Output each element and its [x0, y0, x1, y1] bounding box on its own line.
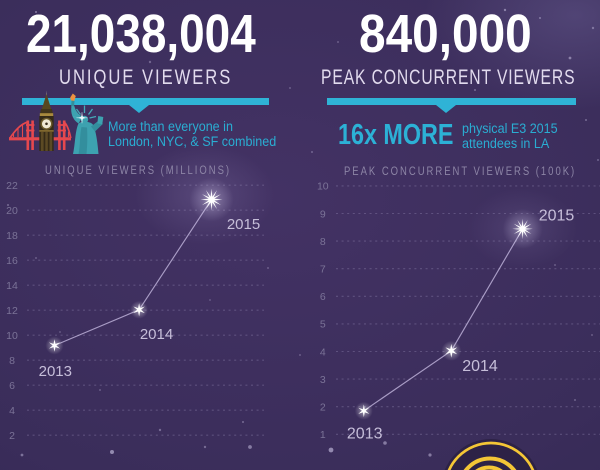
svg-text:2014: 2014 [140, 326, 173, 343]
svg-text:8: 8 [320, 236, 326, 248]
svg-text:18: 18 [6, 230, 18, 242]
svg-text:4: 4 [9, 405, 15, 417]
svg-text:14: 14 [6, 280, 18, 292]
svg-text:6: 6 [9, 380, 15, 392]
svg-text:2014: 2014 [462, 358, 498, 375]
svg-text:3: 3 [320, 374, 326, 386]
svg-text:2013: 2013 [39, 363, 72, 380]
svg-text:6: 6 [320, 291, 326, 303]
svg-text:2015: 2015 [539, 208, 575, 225]
svg-text:10: 10 [6, 330, 18, 342]
svg-text:9: 9 [320, 208, 326, 220]
svg-text:2015: 2015 [227, 216, 260, 233]
svg-text:2: 2 [320, 402, 326, 414]
svg-text:20: 20 [6, 205, 18, 217]
svg-text:4: 4 [320, 346, 326, 358]
svg-text:5: 5 [320, 319, 326, 331]
svg-text:1: 1 [320, 429, 326, 441]
svg-text:2013: 2013 [347, 426, 383, 443]
svg-text:10: 10 [317, 181, 329, 193]
svg-text:12: 12 [6, 305, 18, 317]
svg-text:8: 8 [9, 355, 15, 367]
svg-text:2: 2 [9, 430, 15, 442]
svg-text:7: 7 [320, 264, 326, 276]
svg-text:16: 16 [6, 255, 18, 267]
svg-text:22: 22 [6, 180, 18, 192]
